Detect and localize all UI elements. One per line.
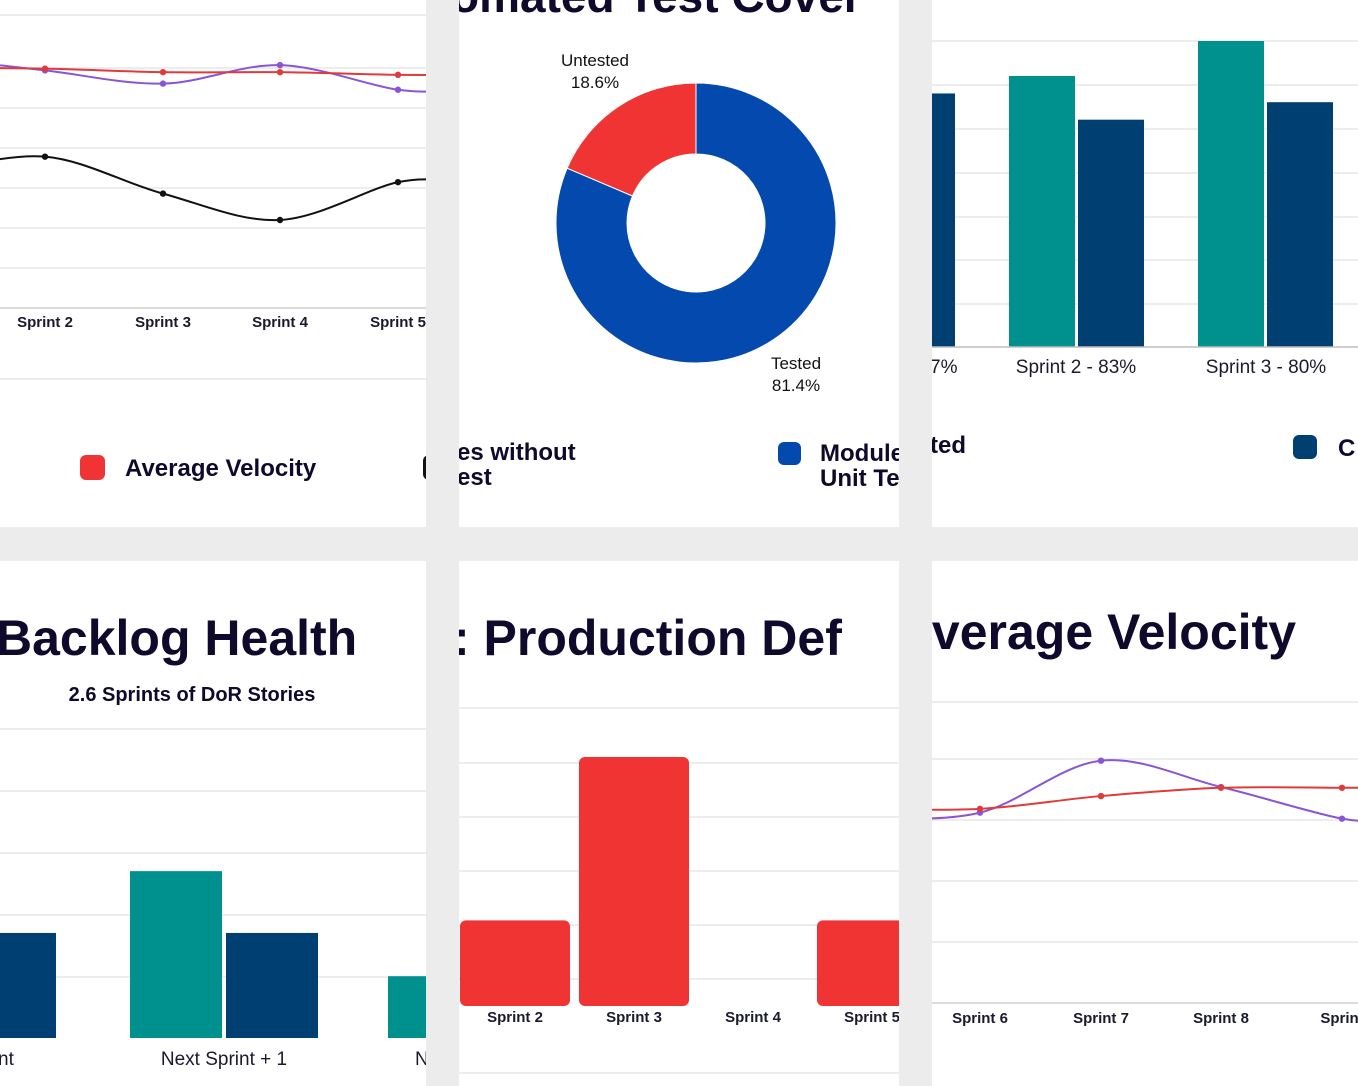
bar-completed-sprint-2-83 xyxy=(1078,119,1144,347)
data-point-average-velocity-sprint-7 xyxy=(1097,792,1105,800)
tick-label-sprint-3: Sprint 3 xyxy=(606,1009,662,1026)
legend-swatch-tested xyxy=(778,442,801,465)
slice-pct-untested: 18.6% xyxy=(571,73,619,92)
tick-label-sprint-8: Sprint 8 xyxy=(1193,1010,1249,1027)
series-line-average-velocity xyxy=(0,67,426,76)
average-velocity-chart: ’verage Velocity Sprint 6 Sprint 7 Sprint … xyxy=(932,604,1358,1027)
average-velocity-panel: ’verage Velocity Sprint 6 Sprint 7 Sprint … xyxy=(932,561,1358,1086)
data-point-purple-sprint-5 xyxy=(394,86,402,93)
legend-label-untested-line2: est xyxy=(459,464,492,491)
bar-sprint-3 xyxy=(579,757,689,1006)
tick-label-sprint-6: Sprint 6 xyxy=(952,1010,1008,1027)
tick-label-sprint: Sprint xyxy=(1320,1010,1358,1027)
tick-label-sprint-2: Sprint 2 xyxy=(487,1009,543,1026)
production-defects-chart: : Production Def Sprint 2 Sprint 3 Sprint … xyxy=(459,610,899,1074)
production-defects-panel: : Production Def Sprint 2 Sprint 3 Sprint … xyxy=(459,561,899,1086)
chart-title: Backlog Health xyxy=(0,610,357,666)
sprint-completion-panel: 7% Sprint 2 - 83% Sprint 3 - 80% ted C xyxy=(932,0,1358,527)
sprint-completion-chart: 7% Sprint 2 - 83% Sprint 3 - 80% ted C xyxy=(932,40,1358,462)
velocity-panel-top: Sprint 2 Sprint 3 Sprint 4 Sprint 5 Average… xyxy=(0,0,426,527)
tick-label-sprint-2: Sprint 2 - 83% xyxy=(1016,357,1136,378)
donut-slice-untested xyxy=(566,82,697,197)
legend-label-tested-line1: Module xyxy=(820,440,899,467)
bar-teal-next-sprint-1 xyxy=(130,871,222,1038)
chart-title: omated Test Cover xyxy=(459,0,862,22)
legend-label-committed: ted xyxy=(932,432,966,459)
data-point-black-sprint-4 xyxy=(276,216,284,224)
series-line-purple xyxy=(932,759,1358,822)
legend-swatch-completed xyxy=(1293,435,1317,459)
backlog-health-chart: Backlog Health 2.6 Sprints of DoR Storie… xyxy=(0,610,426,1070)
data-point-average-velocity-sprint-3 xyxy=(159,68,167,76)
backlog-health-panel: Backlog Health 2.6 Sprints of DoR Storie… xyxy=(0,561,426,1086)
bar-sprint-2 xyxy=(460,920,570,1006)
data-point-average-velocity-sprint-6 xyxy=(976,805,984,813)
donut-slice-tested xyxy=(555,82,837,364)
test-coverage-panel: omated Test Cover Untested 18.6% Tested … xyxy=(459,0,899,527)
slice-label-untested: Untested xyxy=(561,51,629,70)
legend-label-untested-line1: es without xyxy=(459,439,576,466)
tick-label-sprint-3: Sprint 3 xyxy=(135,314,191,331)
data-point-purple-sprint-3 xyxy=(159,80,167,87)
slice-pct-tested: 81.4% xyxy=(772,376,820,395)
tick-label-sprint-7: Sprint 7 xyxy=(1073,1010,1129,1027)
tick-label-sprint-5: Sprint 5 xyxy=(844,1009,899,1026)
tick-label-next-sprint-1: Next Sprint + 1 xyxy=(161,1049,287,1070)
data-point-average-velocity-sprint-5 xyxy=(394,71,402,79)
legend-label-tested-line2: Unit Te xyxy=(820,465,899,492)
chart-title: ’verage Velocity xyxy=(932,604,1296,660)
legend-label-average-velocity: Average Velocity xyxy=(125,455,317,482)
test-coverage-chart: omated Test Cover Untested 18.6% Tested … xyxy=(459,0,899,492)
data-point-purple-sprint-9 xyxy=(1338,815,1346,822)
data-point-purple-sprint-4 xyxy=(276,61,284,69)
tick-label-sprint-4: Sprint 4 xyxy=(725,1009,781,1026)
tick-label-sprint-4: Sprint 4 xyxy=(252,314,308,331)
data-point-black-sprint-5 xyxy=(394,178,402,186)
legend-swatch-partial xyxy=(423,455,426,480)
tick-label-next-sprint: nt xyxy=(0,1049,15,1070)
bar-committed-sprint-3-80 xyxy=(1198,41,1264,347)
tick-label-sprint-3: Sprint 3 - 80% xyxy=(1206,357,1326,378)
chart-subtitle: 2.6 Sprints of DoR Stories xyxy=(69,684,316,706)
legend-swatch-average-velocity xyxy=(80,455,105,480)
slice-label-tested: Tested xyxy=(771,354,821,373)
tick-label-sprint-5: Sprint 5 xyxy=(370,314,426,331)
bar-navy-next-sprint xyxy=(0,932,56,1038)
bar-completed-sprint-3-80 xyxy=(1267,102,1333,347)
data-point-average-velocity-sprint-8 xyxy=(1217,784,1225,791)
data-point-black-sprint-3 xyxy=(159,190,167,197)
data-point-average-velocity-sprint-9 xyxy=(1338,784,1346,791)
data-point-black-sprint-2 xyxy=(41,153,49,160)
bar-navy-next-sprint-1 xyxy=(226,932,318,1038)
tick-label-sprint-1: 7% xyxy=(932,357,958,378)
legend-label-completed: C xyxy=(1338,435,1355,462)
tick-label-sprint-2: Sprint 2 xyxy=(17,314,73,331)
bar-committed-sprint-2-83 xyxy=(1009,75,1075,347)
velocity-chart-top: Sprint 2 Sprint 3 Sprint 4 Sprint 5 Average… xyxy=(0,14,426,482)
bar-teal-next-sprint-2 xyxy=(388,976,426,1038)
chart-title: : Production Def xyxy=(459,610,842,666)
tick-label-next-sprint-2: N xyxy=(415,1049,426,1070)
data-point-average-velocity-sprint-2 xyxy=(41,65,49,72)
bar-completed-sprint-1-77 xyxy=(932,93,955,347)
bar-sprint-5 xyxy=(817,920,899,1006)
data-point-average-velocity-sprint-4 xyxy=(276,68,284,76)
data-point-purple-sprint-7 xyxy=(1097,757,1105,764)
